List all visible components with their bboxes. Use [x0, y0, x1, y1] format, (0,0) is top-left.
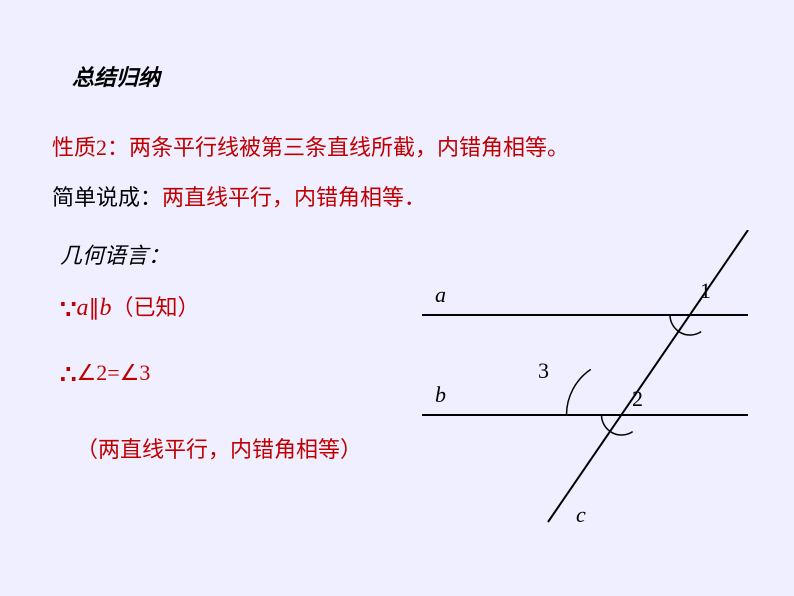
var-b: b: [100, 295, 112, 321]
property-statement: 性质2：两条平行线被第三条直线所截，内错角相等。: [52, 130, 569, 162]
svg-text:c: c: [576, 502, 586, 527]
var-a: a: [77, 295, 89, 321]
short-label: 简单说成：: [52, 185, 162, 210]
parallel-symbol: ∥: [89, 295, 100, 320]
short-form: 简单说成：两直线平行，内错角相等．: [52, 180, 426, 212]
given-known: （已知）: [112, 295, 200, 320]
short-content: 两直线平行，内错角相等．: [162, 185, 426, 210]
because-symbol: ∵: [60, 295, 77, 324]
conclusion-line: ∴∠2=∠3: [60, 360, 150, 390]
geometry-diagram: a b c 1 2 3: [400, 230, 780, 560]
svg-text:1: 1: [700, 278, 711, 303]
given-line: ∵a∥b（已知）: [60, 290, 200, 325]
svg-text:b: b: [435, 382, 446, 407]
svg-text:3: 3: [538, 358, 549, 383]
reason-line: （两直线平行，内错角相等）: [76, 432, 362, 464]
svg-text:a: a: [435, 282, 446, 307]
therefore-symbol: ∴: [60, 360, 77, 389]
conclusion-text: ∠2=∠3: [77, 360, 151, 385]
svg-text:2: 2: [632, 386, 643, 411]
section-title: 总结归纳: [72, 60, 160, 92]
geometry-language-label: 几何语言：: [60, 238, 170, 270]
